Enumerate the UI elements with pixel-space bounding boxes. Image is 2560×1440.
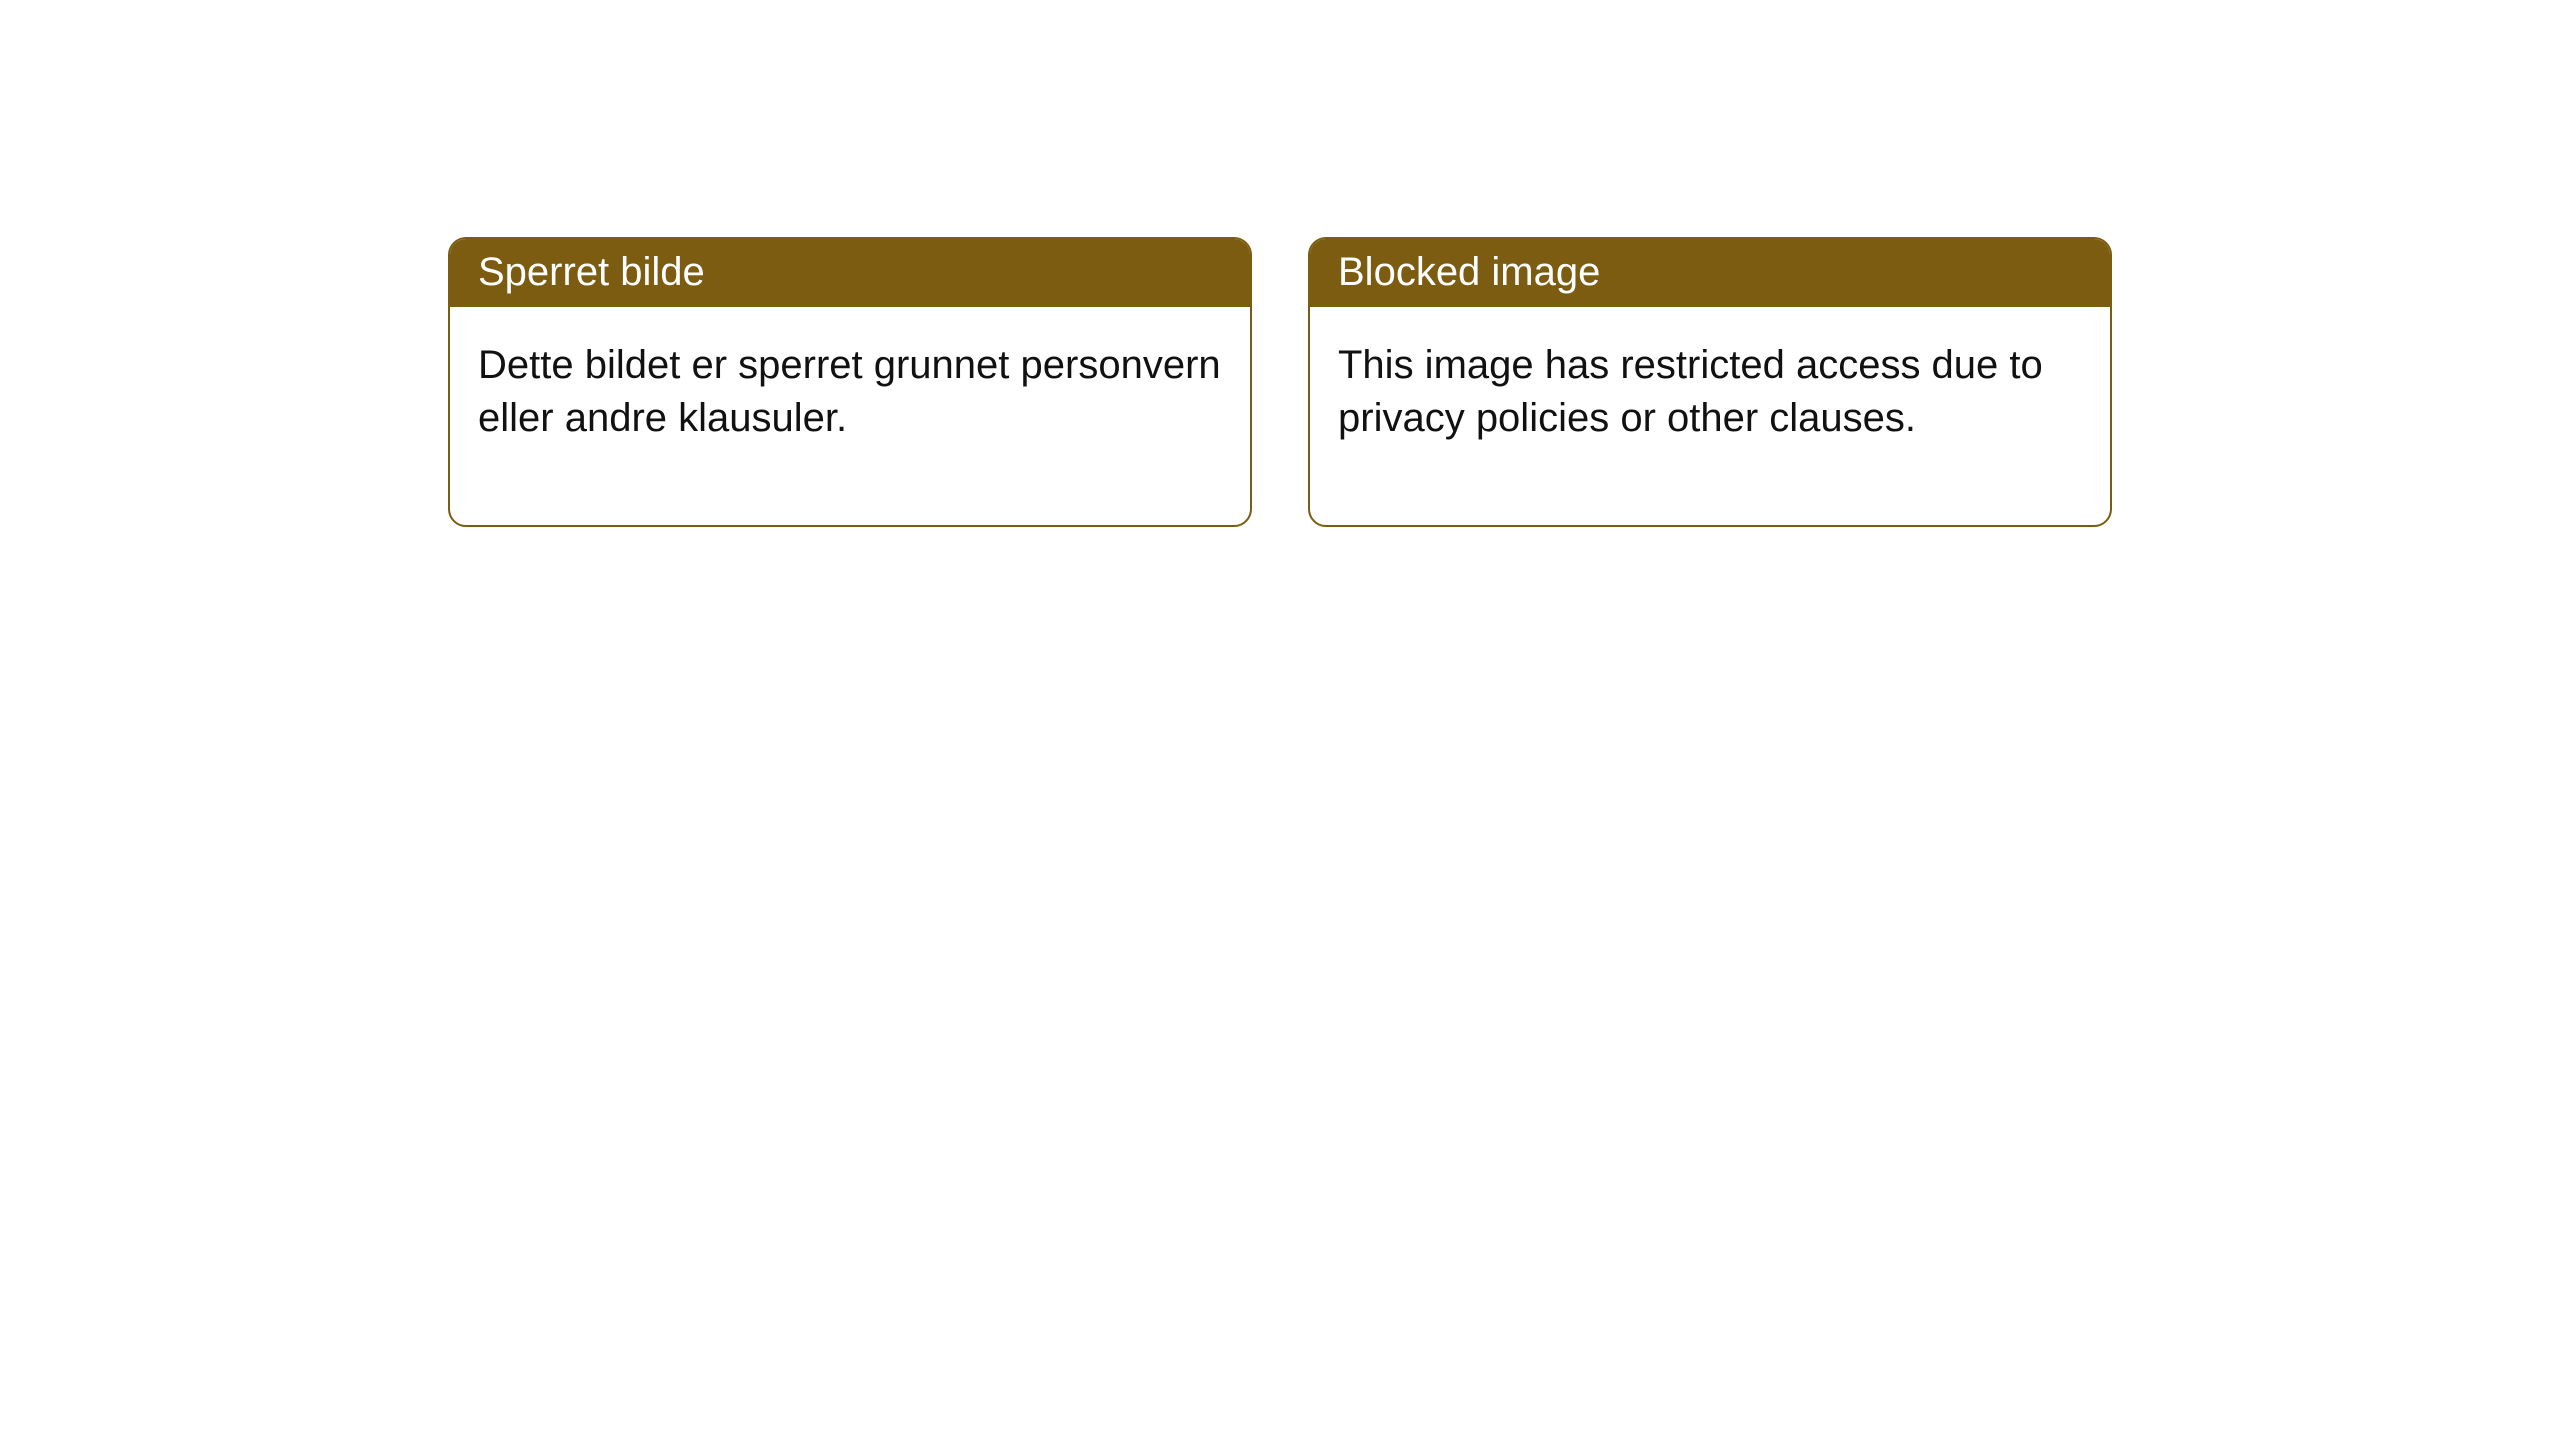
notice-card-english: Blocked image This image has restricted … bbox=[1308, 237, 2112, 527]
notice-card-body: This image has restricted access due to … bbox=[1310, 307, 2110, 525]
notice-card-norwegian: Sperret bilde Dette bildet er sperret gr… bbox=[448, 237, 1252, 527]
notice-card-title: Sperret bilde bbox=[450, 239, 1250, 307]
notice-cards-container: Sperret bilde Dette bildet er sperret gr… bbox=[0, 0, 2560, 527]
notice-card-title: Blocked image bbox=[1310, 239, 2110, 307]
notice-card-body: Dette bildet er sperret grunnet personve… bbox=[450, 307, 1250, 525]
